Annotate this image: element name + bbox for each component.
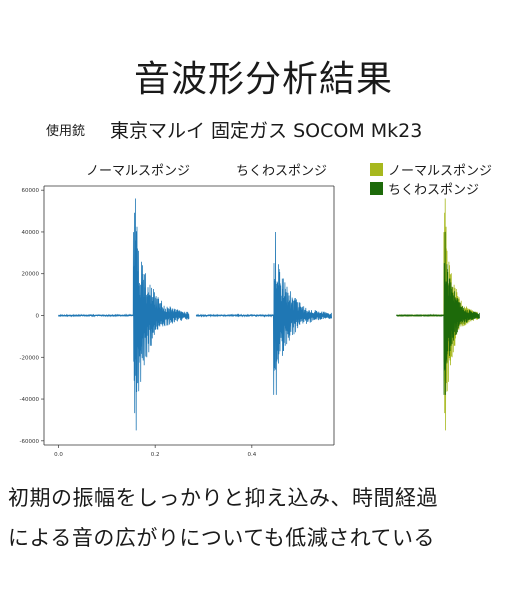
panel-title-chikuwa: ちくわスポンジ	[236, 164, 328, 179]
x-tick-label: 0.4	[247, 452, 256, 458]
legend-swatch-normal	[370, 163, 383, 176]
legend-label-chikuwa: ちくわスポンジ	[388, 183, 480, 198]
caption-line-2: による音の広がりについても低減されている	[8, 526, 436, 550]
series-line-normal	[58, 198, 190, 431]
y-tick-label: 0	[36, 314, 40, 320]
gun-label: 使用銃	[46, 124, 86, 139]
y-tick-label: 40000	[22, 230, 40, 236]
y-tick-label: -20000	[20, 355, 40, 361]
subtitle: 使用銃 東京マルイ 固定ガス SOCOM Mk23	[0, 116, 527, 142]
legend-item-chikuwa: ちくわスポンジ	[370, 179, 492, 198]
chart-legend: ノーマルスポンジ ちくわスポンジ	[370, 160, 492, 198]
waveform-chart: -60000 -40000 -20000 0 20000 40000 60000 0.0 0.2…	[20, 185, 480, 458]
y-tick-label: 20000	[22, 272, 40, 278]
x-tick-label: 0.0	[54, 452, 63, 458]
y-tick-label: 60000	[22, 188, 40, 194]
y-tick-label: -40000	[20, 397, 40, 403]
legend-item-normal: ノーマルスポンジ	[370, 160, 492, 179]
caption-line-1: 初期の振幅をしっかりと抑え込み、時間経過	[8, 486, 438, 510]
x-tick-label: 0.2	[151, 452, 160, 458]
legend-swatch-chikuwa	[370, 182, 383, 195]
gun-name: 東京マルイ 固定ガス SOCOM Mk23	[110, 120, 423, 142]
y-tick-label: -60000	[20, 439, 40, 445]
overlay-line-chikuwa	[396, 231, 480, 395]
legend-label-normal: ノーマルスポンジ	[388, 164, 493, 179]
series-line-chikuwa	[195, 231, 332, 395]
panel-title-normal: ノーマルスポンジ	[86, 164, 191, 179]
page-title: 音波形分析結果	[133, 59, 393, 100]
